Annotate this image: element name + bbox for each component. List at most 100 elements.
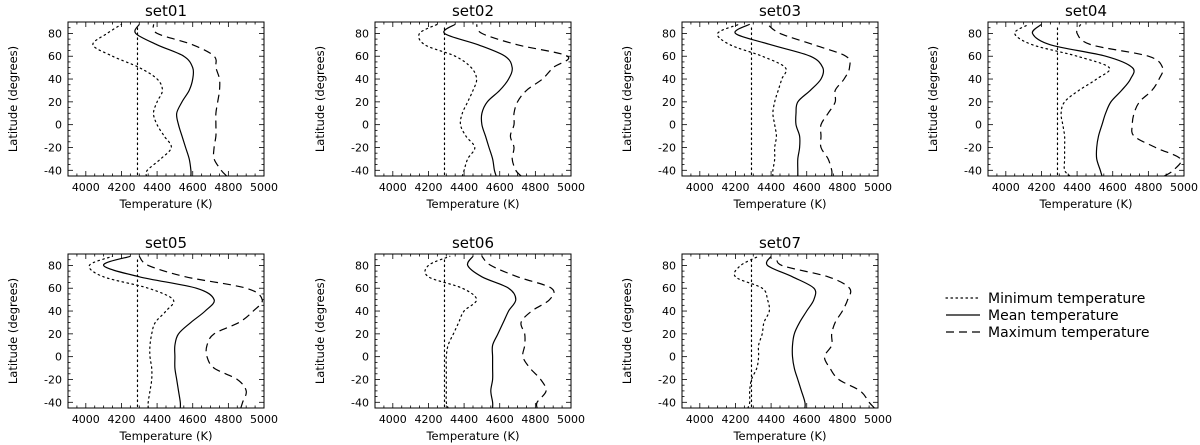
panel-title: set06 — [452, 234, 494, 252]
y-tick-label: 80 — [355, 27, 369, 40]
panel-set02: set02 4000 4200 4400 4600 4800 5000 -40 -20 0 20 40… — [313, 2, 585, 211]
series-mean-temperature — [466, 255, 517, 408]
y-tick-label: 40 — [968, 73, 982, 86]
series-mean-temperature — [443, 23, 513, 176]
x-tick-label: 4000 — [379, 413, 407, 426]
plot-frame — [67, 21, 265, 177]
y-axis-label: Latitude (degrees) — [926, 46, 940, 152]
x-axis-label: Temperature (K) — [1038, 197, 1132, 211]
x-tick-label: 5000 — [557, 181, 585, 194]
x-tick-label: 4200 — [721, 413, 749, 426]
x-tick-label: 4600 — [793, 181, 821, 194]
y-tick-label: 20 — [355, 96, 369, 109]
panel-set01: set01 4000 4200 4400 4600 4800 5000 -40 -20 0 20 40… — [6, 2, 278, 211]
x-tick-label: 4400 — [450, 413, 478, 426]
panel-title: set04 — [1065, 2, 1107, 20]
x-tick-label: 4800 — [214, 413, 242, 426]
panel-title: set07 — [759, 234, 801, 252]
y-tick-label: 20 — [48, 328, 62, 341]
y-tick-label: -40 — [351, 164, 369, 177]
y-axis-label: Latitude (degrees) — [6, 46, 20, 152]
series-maximum-temperature — [776, 256, 875, 408]
plot-curves — [88, 255, 263, 408]
plot-curves — [733, 255, 875, 408]
panel-set05: set05 4000 4200 4400 4600 4800 5000 -40 -20 0 20 40… — [6, 234, 278, 443]
plot-curves — [424, 255, 555, 408]
panel-set04: set04 4000 4200 4400 4600 4800 5000 -40 -20 0 20 40… — [926, 2, 1198, 211]
x-tick-label: 4800 — [214, 181, 242, 194]
x-tick-label: 5000 — [864, 413, 892, 426]
x-tick-label: 4600 — [1099, 181, 1127, 194]
x-tick-label: 4000 — [72, 413, 100, 426]
x-axis-label: Temperature (K) — [732, 429, 826, 443]
y-tick-label: 80 — [968, 27, 982, 40]
y-tick-label: 0 — [362, 119, 369, 132]
x-tick-label: 4200 — [721, 181, 749, 194]
y-tick-label: 20 — [355, 328, 369, 341]
y-tick-label: -20 — [658, 141, 676, 154]
series-maximum-temperature — [767, 23, 851, 176]
y-tick-label: -20 — [44, 141, 62, 154]
x-axis-label: Temperature (K) — [425, 429, 519, 443]
y-tick-label: -40 — [964, 164, 982, 177]
x-tick-label: 4600 — [793, 413, 821, 426]
y-axis-label: Latitude (degrees) — [620, 278, 634, 384]
x-tick-label: 4400 — [757, 181, 785, 194]
y-axis-label: Latitude (degrees) — [313, 46, 327, 152]
x-axis-label: Temperature (K) — [425, 197, 519, 211]
panel-set06: set06 4000 4200 4400 4600 4800 5000 -40 -20 0 20 40… — [313, 234, 585, 443]
y-tick-label: 60 — [355, 50, 369, 63]
plot-curves — [418, 23, 570, 176]
x-tick-label: 4400 — [143, 413, 171, 426]
y-axis-label: Latitude (degrees) — [313, 278, 327, 384]
series-maximum-temperature — [138, 255, 263, 408]
legend-entry: Mean temperature — [988, 308, 1119, 324]
y-tick-label: -20 — [44, 373, 62, 386]
y-tick-label: 80 — [662, 27, 676, 40]
x-tick-label: 4600 — [179, 181, 207, 194]
plot-frame — [374, 253, 572, 409]
plot-frame — [67, 253, 265, 409]
series-mean-temperature — [102, 255, 215, 408]
y-tick-label: -40 — [658, 396, 676, 409]
x-tick-label: 4000 — [992, 181, 1020, 194]
plot-curves — [1014, 23, 1182, 176]
panel-title: set05 — [145, 234, 187, 252]
series-minimum-temperature — [733, 255, 771, 408]
y-tick-label: 0 — [669, 119, 676, 132]
x-tick-label: 4000 — [686, 181, 714, 194]
y-axis-label: Latitude (degrees) — [620, 46, 634, 152]
y-tick-label: 0 — [55, 351, 62, 364]
y-tick-label: 60 — [355, 282, 369, 295]
series-maximum-temperature — [476, 23, 570, 176]
y-tick-label: 40 — [662, 73, 676, 86]
y-tick-label: 40 — [662, 305, 676, 318]
y-tick-label: 0 — [362, 351, 369, 364]
x-tick-label: 5000 — [1170, 181, 1198, 194]
x-tick-label: 5000 — [250, 413, 278, 426]
plot-frame — [987, 21, 1185, 177]
y-tick-label: 60 — [662, 50, 676, 63]
x-tick-label: 4400 — [450, 181, 478, 194]
y-tick-label: -20 — [351, 141, 369, 154]
y-tick-label: 40 — [355, 305, 369, 318]
x-tick-label: 4800 — [828, 413, 856, 426]
x-tick-label: 4200 — [107, 181, 135, 194]
y-tick-label: 20 — [662, 328, 676, 341]
x-tick-label: 4200 — [107, 413, 135, 426]
series-maximum-temperature — [152, 24, 228, 176]
legend-entry: Maximum temperature — [988, 325, 1149, 341]
panel-set07: set07 4000 4200 4400 4600 4800 5000 -40 -20 0 20 40… — [620, 234, 892, 443]
y-tick-label: 60 — [662, 282, 676, 295]
y-tick-label: -20 — [964, 141, 982, 154]
series-minimum-temperature — [424, 255, 478, 408]
panel-title: set03 — [759, 2, 801, 20]
x-tick-label: 4800 — [828, 181, 856, 194]
y-tick-label: 0 — [975, 119, 982, 132]
x-tick-label: 4000 — [379, 181, 407, 194]
x-tick-label: 4000 — [686, 413, 714, 426]
y-tick-label: 40 — [48, 73, 62, 86]
y-tick-label: -20 — [351, 373, 369, 386]
series-maximum-temperature — [481, 255, 555, 408]
